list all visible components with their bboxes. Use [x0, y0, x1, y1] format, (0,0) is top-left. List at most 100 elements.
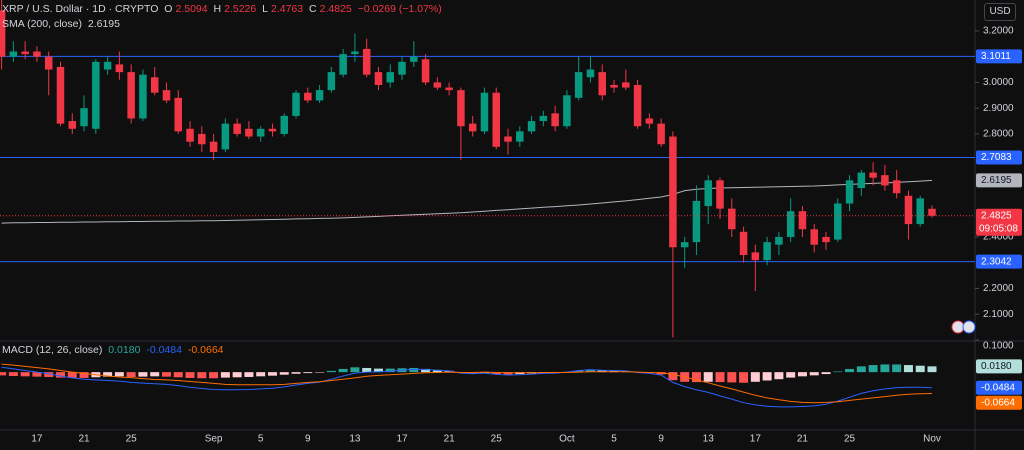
candle-body — [645, 118, 654, 124]
macd-bar — [291, 372, 301, 374]
candle-body — [21, 51, 29, 55]
y-tick-label: 2.1000 — [983, 309, 1014, 320]
candle-body — [704, 180, 712, 207]
candle-body — [504, 136, 512, 142]
macd-bar — [585, 369, 595, 373]
macd-bar — [138, 372, 148, 377]
sma-name: SMA (200, close) — [2, 18, 82, 30]
candle-body — [315, 90, 324, 101]
candle-body — [198, 133, 206, 145]
level-label-box — [976, 254, 1022, 269]
candle-body — [304, 92, 312, 101]
candle-body — [633, 85, 642, 127]
candle-body — [810, 229, 818, 245]
macd-bar — [703, 372, 713, 382]
candle-body — [139, 74, 147, 119]
macd-label: -0.0484 — [981, 382, 1015, 393]
signal-value: -0.0664 — [187, 344, 224, 356]
y-tick-label: 2.2000 — [983, 283, 1014, 294]
sma-line — [1, 179, 933, 224]
sma-label-box — [976, 173, 1022, 188]
y-tick-label: 2.4000 — [983, 232, 1014, 243]
candle-body — [0, 10, 6, 57]
candle-body — [162, 90, 171, 101]
macd-bar — [114, 372, 124, 377]
candle-body — [551, 113, 559, 127]
candle-body — [327, 72, 336, 91]
candle-body — [351, 51, 359, 55]
macd-bar — [432, 369, 442, 373]
macd-bar — [8, 372, 18, 376]
macd-bar — [385, 368, 395, 373]
candle-body — [822, 236, 830, 243]
candle-body — [221, 123, 230, 150]
x-tick-label: Oct — [559, 434, 575, 445]
candle-body — [268, 128, 277, 132]
candle-body — [92, 61, 100, 129]
macd-label-box — [976, 380, 1022, 395]
candle-body — [904, 195, 913, 225]
ohlc-value: 2.4825 — [319, 3, 352, 15]
ohlc-key: L — [262, 3, 268, 15]
candle-body — [56, 66, 65, 124]
macd-bar — [44, 372, 54, 377]
candle-body — [751, 252, 760, 261]
macd-bar — [220, 372, 230, 378]
level-label: 2.7083 — [981, 152, 1012, 163]
candle-body — [445, 87, 453, 91]
macd-bar — [350, 367, 360, 373]
ohlc-key: C — [309, 3, 317, 15]
candle-body — [127, 72, 135, 119]
candle-body — [410, 56, 418, 62]
macd-bar — [267, 372, 277, 376]
macd-hist-value: 0.0180 — [108, 344, 141, 356]
x-tick-label: 17 — [750, 434, 762, 445]
macd-bar — [103, 372, 113, 377]
candle-body — [33, 51, 41, 57]
candle-body — [80, 108, 88, 127]
macd-bar — [315, 372, 325, 373]
macd-bar — [421, 368, 431, 373]
price-label-box — [976, 208, 1022, 236]
candle-body — [845, 180, 854, 204]
candle-body — [339, 54, 347, 75]
candle-body — [245, 128, 253, 137]
macd-bar — [20, 372, 30, 377]
x-tick-label: 5 — [258, 434, 264, 445]
candle-body — [574, 72, 583, 98]
y-tick-label: 2.9000 — [983, 103, 1014, 114]
candle-body — [516, 131, 524, 142]
candle-body — [563, 95, 571, 127]
candle-body — [881, 175, 889, 186]
x-tick-label: 5 — [611, 434, 617, 445]
macd-bar — [150, 372, 160, 377]
currency-button[interactable]: USD — [984, 3, 1016, 21]
macd-bar — [774, 372, 784, 380]
flag-icon — [951, 320, 965, 334]
candle-body — [280, 115, 289, 134]
macd-bar — [303, 372, 313, 374]
x-tick-label: 25 — [844, 434, 856, 445]
macd-bar — [715, 372, 725, 383]
macd-bar — [197, 372, 207, 379]
macd-bar — [209, 372, 219, 379]
symbol-legend: XRP / U.S. Dollar · 1D · CRYPTO O 2.5094 … — [2, 3, 445, 15]
macd-bar — [892, 364, 902, 373]
x-tick-label: 9 — [305, 434, 311, 445]
candle-body — [692, 200, 701, 243]
x-tick-label: Sep — [205, 434, 223, 445]
sma-legend: SMA (200, close) 2.6195 — [2, 18, 123, 30]
candle-body — [892, 180, 901, 194]
candle-body — [457, 90, 465, 127]
candle-body — [657, 123, 665, 145]
flag-icon — [962, 320, 976, 334]
candle-body — [680, 242, 689, 248]
macd-bar — [668, 372, 678, 381]
macd-bar — [362, 367, 372, 373]
y-tick-label: 2.8000 — [983, 129, 1014, 140]
macd-bar — [915, 365, 925, 373]
macd-bar — [750, 372, 760, 382]
change: −0.0269 (−1.07%) — [357, 3, 442, 15]
ohlc-value: 2.4763 — [271, 3, 304, 15]
